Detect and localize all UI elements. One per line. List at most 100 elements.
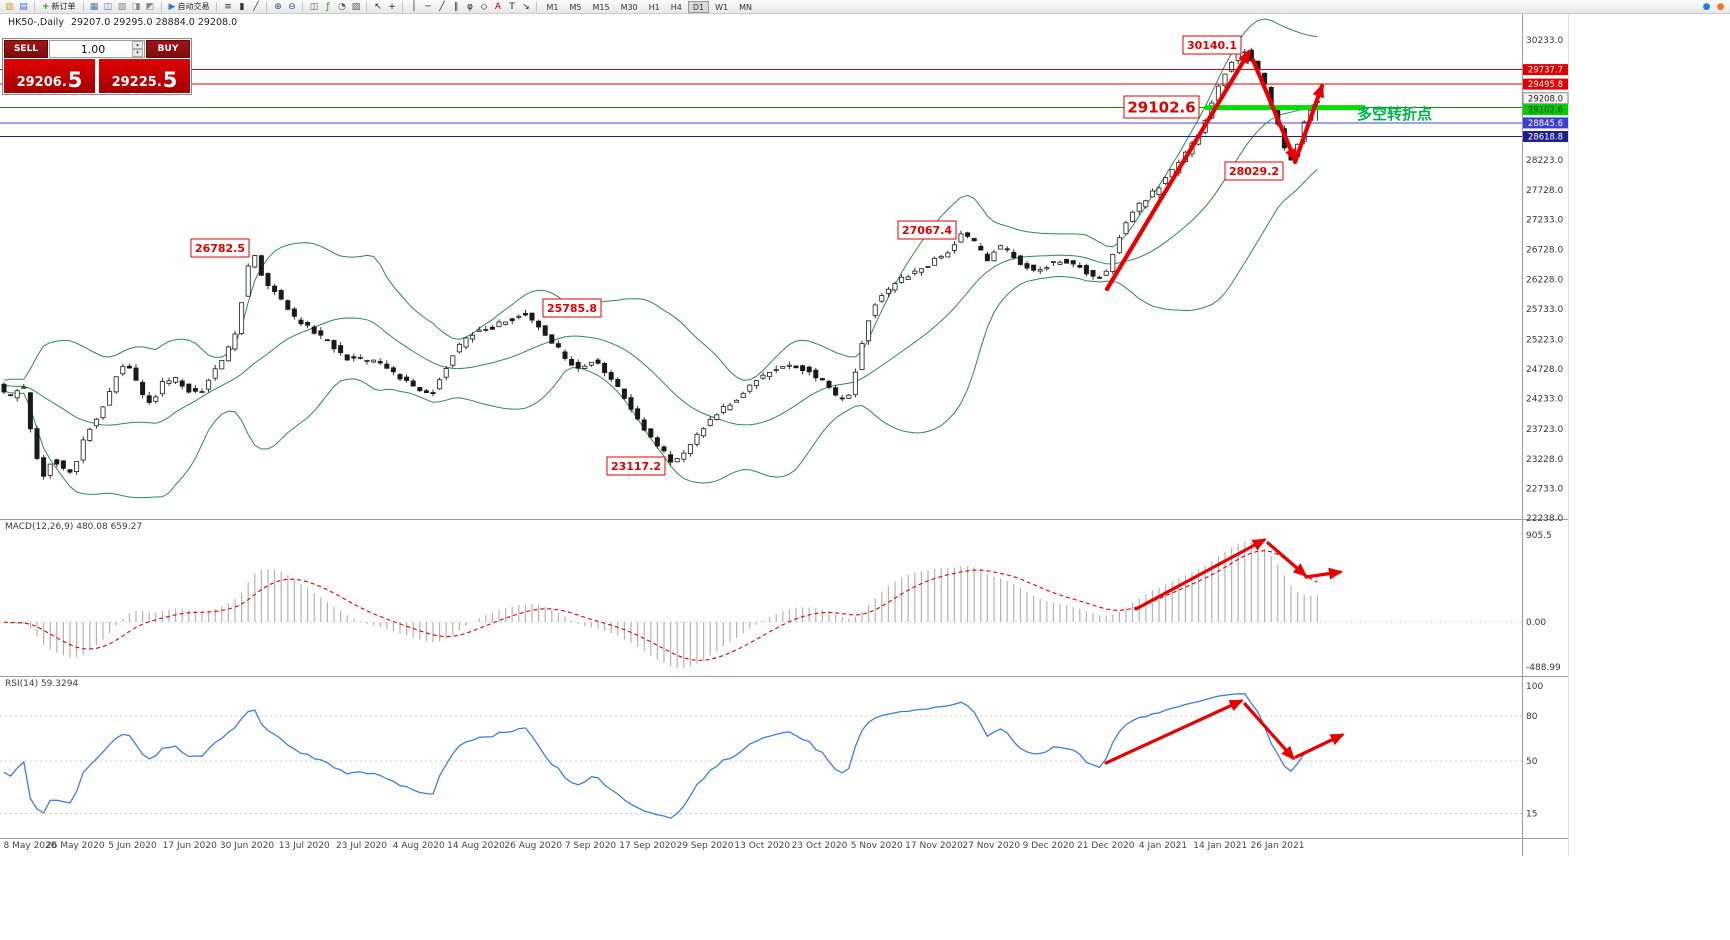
new-chart-icon[interactable]: ▥ bbox=[5, 1, 14, 12]
price-tick-label: 26228.0 bbox=[1526, 275, 1563, 285]
timeframe-button-w1[interactable]: W1 bbox=[715, 2, 729, 12]
chart-profiles-icon[interactable]: ▤ bbox=[19, 1, 28, 12]
trend-arrow[interactable] bbox=[1104, 49, 1252, 292]
volume-value: 1.00 bbox=[80, 42, 106, 56]
community-icon[interactable]: ● bbox=[1716, 1, 1725, 12]
zoom-in-icon[interactable]: ⊕ bbox=[274, 1, 282, 12]
text-tool-icon[interactable]: A bbox=[494, 1, 502, 12]
indicators-icon[interactable]: ƒ bbox=[326, 1, 330, 12]
trend-arrow[interactable] bbox=[1104, 699, 1244, 765]
timeframe-button-h4[interactable]: H4 bbox=[670, 2, 682, 12]
timeframe-button-h1[interactable]: H1 bbox=[648, 2, 660, 12]
vertical-line-icon[interactable]: │ bbox=[411, 1, 417, 12]
trend-arrows[interactable] bbox=[1104, 49, 1345, 765]
price-callout[interactable]: 25785.8 bbox=[542, 298, 602, 318]
help-icon[interactable]: ● bbox=[1702, 1, 1711, 12]
rsi-line bbox=[3, 693, 1318, 819]
trend-arrow[interactable] bbox=[1266, 541, 1308, 577]
volume-down-icon[interactable]: ▾ bbox=[132, 49, 143, 57]
periods-icon[interactable]: ◔ bbox=[338, 1, 346, 12]
timeframe-button-m1[interactable]: M1 bbox=[546, 2, 559, 12]
price-callout[interactable]: 30140.1 bbox=[1182, 35, 1242, 55]
sell-price-button[interactable]: 29206. 5 bbox=[4, 59, 95, 93]
date-label: 17 Nov 2020 bbox=[905, 841, 963, 851]
timeframe-button-mn[interactable]: MN bbox=[739, 2, 753, 12]
market-watch-icon[interactable]: ▦ bbox=[89, 1, 99, 12]
volume-input[interactable]: 1.00 ▴ ▾ bbox=[49, 40, 145, 58]
timeframe-button-m30[interactable]: M30 bbox=[620, 2, 638, 12]
price-callout[interactable]: 27067.4 bbox=[897, 220, 957, 240]
date-label: 8 May 2020 bbox=[4, 841, 57, 851]
price-tick-label: 28223.0 bbox=[1526, 156, 1563, 166]
toolbar-separator bbox=[216, 1, 218, 12]
date-label: 17 Jun 2020 bbox=[163, 841, 217, 851]
price-tick-label: 25733.0 bbox=[1526, 305, 1563, 315]
axis-price-badge: 29102.6 bbox=[1523, 104, 1568, 116]
label-tool-icon[interactable]: T bbox=[509, 1, 515, 12]
rsi-indicator-label: RSI(14) 59.3294 bbox=[5, 679, 79, 689]
new-order-button-button[interactable]: + 新订单 bbox=[39, 1, 79, 13]
price-callout[interactable]: 26782.5 bbox=[190, 238, 250, 258]
date-label: 9 Dec 2020 bbox=[1023, 841, 1075, 851]
rsi-tick-label: 80 bbox=[1526, 712, 1538, 722]
templates-icon[interactable]: ▨ bbox=[351, 1, 361, 12]
trend-arrow[interactable] bbox=[1294, 733, 1345, 759]
timeframe-button-d1[interactable]: D1 bbox=[687, 0, 710, 13]
horizontal-line-icon[interactable]: ─ bbox=[425, 1, 431, 12]
buy-price-button[interactable]: 29225. 5 bbox=[99, 59, 190, 93]
timeframe-button-m5[interactable]: M5 bbox=[569, 2, 582, 12]
price-tick-label: 22733.0 bbox=[1526, 484, 1563, 494]
axis-price-badge: 29495.8 bbox=[1523, 78, 1568, 90]
channel-icon[interactable]: ∥ bbox=[453, 1, 459, 12]
trend-arrow[interactable] bbox=[1250, 57, 1298, 163]
toolbar-separator bbox=[366, 1, 368, 12]
trend-arrow[interactable] bbox=[1304, 567, 1343, 580]
strategy-tester-icon[interactable]: ◩ bbox=[145, 1, 155, 12]
svg-text:29102.6: 29102.6 bbox=[1528, 106, 1563, 116]
svg-text:29737.7: 29737.7 bbox=[1528, 66, 1563, 76]
date-label: 4 Aug 2020 bbox=[393, 841, 445, 851]
tile-windows-icon[interactable]: ◫ bbox=[309, 1, 319, 12]
terminal-icon[interactable]: ◨ bbox=[131, 1, 141, 12]
auto-trading-button-button[interactable]: ▶ 自动交易 bbox=[166, 1, 213, 13]
cursor-icon[interactable]: ↖ bbox=[374, 1, 382, 12]
sell-button[interactable]: SELL bbox=[4, 40, 48, 58]
date-label: 14 Aug 2020 bbox=[447, 841, 505, 851]
price-callout[interactable]: 29102.6 bbox=[1123, 95, 1200, 119]
trend-arrow[interactable] bbox=[1292, 83, 1325, 165]
arrows-tool-icon[interactable]: ↘ bbox=[522, 1, 530, 12]
fibonacci-icon[interactable]: φ bbox=[467, 1, 473, 12]
date-label: 13 Jul 2020 bbox=[279, 841, 330, 851]
crosshair-icon[interactable]: + bbox=[388, 1, 396, 12]
line-chart-icon[interactable]: ╱ bbox=[253, 1, 259, 12]
chart-title: HK50-,Daily 29207.0 29295.0 28884.0 29208… bbox=[8, 17, 237, 28]
candlestick-chart-icon[interactable]: ▮ bbox=[239, 1, 245, 12]
svg-text:23117.2: 23117.2 bbox=[611, 460, 661, 473]
sell-price-base: 29206. bbox=[16, 74, 67, 90]
turning-point-annotation[interactable]: 多空转折点 bbox=[1357, 105, 1433, 123]
navigator-icon[interactable]: ▧ bbox=[117, 1, 127, 12]
volume-stepper[interactable]: ▴ ▾ bbox=[132, 41, 143, 57]
one-click-trading-panel: SELL 1.00 ▴ ▾ BUY 29206. 5 29225. 5 bbox=[2, 38, 192, 95]
macd-tick-label: 905.5 bbox=[1526, 531, 1552, 541]
data-window-icon[interactable]: ◫ bbox=[103, 1, 113, 12]
trend-arrow[interactable] bbox=[1243, 702, 1295, 761]
trendline-icon[interactable]: ╱ bbox=[439, 1, 445, 12]
zoom-out-icon[interactable]: ⊖ bbox=[288, 1, 296, 12]
date-label: 4 Jan 2021 bbox=[1139, 841, 1187, 851]
volume-up-icon[interactable]: ▴ bbox=[132, 41, 143, 49]
date-label: 29 Sep 2020 bbox=[676, 841, 733, 851]
bar-chart-icon[interactable]: ≡ bbox=[224, 1, 232, 12]
rsi-tick-label: 50 bbox=[1526, 757, 1538, 767]
sell-price-big-digit: 5 bbox=[67, 68, 83, 93]
price-callout[interactable]: 23117.2 bbox=[606, 456, 666, 476]
svg-text:28029.2: 28029.2 bbox=[1229, 165, 1279, 178]
auto-trading-button-label: 自动交易 bbox=[177, 2, 210, 11]
buy-button[interactable]: BUY bbox=[146, 40, 190, 58]
timeframe-button-m15[interactable]: M15 bbox=[592, 2, 610, 12]
date-label: 5 Nov 2020 bbox=[851, 841, 903, 851]
trend-arrow[interactable] bbox=[1134, 538, 1267, 611]
price-callout[interactable]: 28029.2 bbox=[1224, 161, 1284, 181]
svg-text:30140.1: 30140.1 bbox=[1187, 39, 1237, 52]
shapes-icon[interactable]: ◇ bbox=[480, 1, 488, 12]
